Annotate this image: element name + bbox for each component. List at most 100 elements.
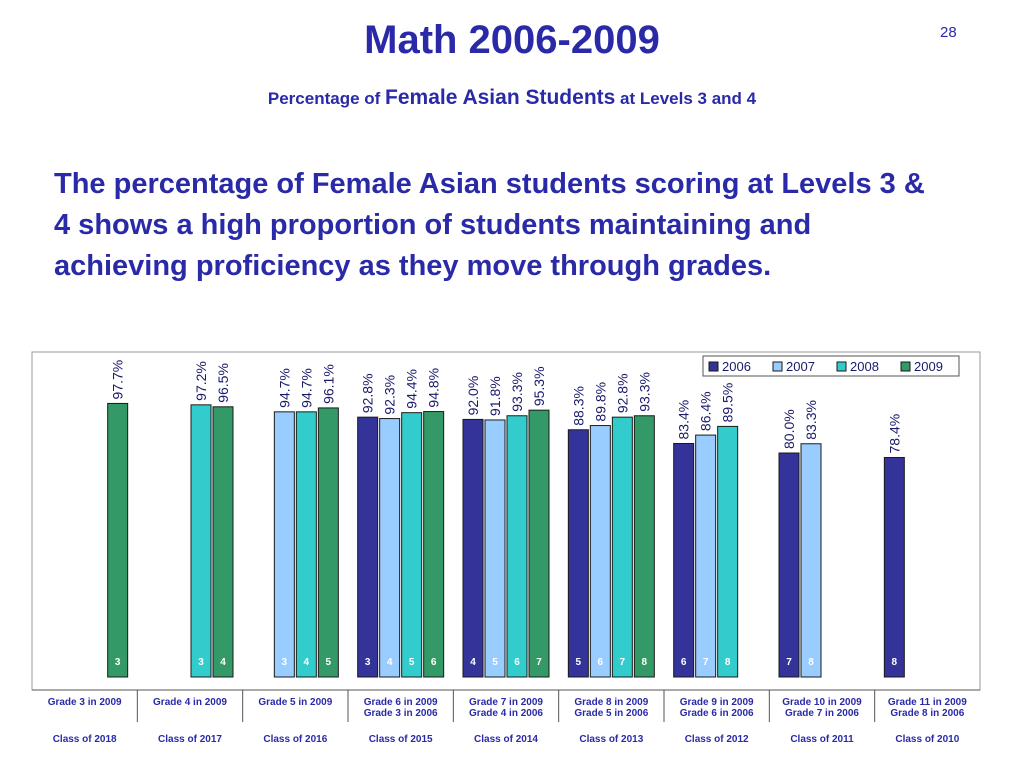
bar bbox=[611, 416, 633, 678]
bar-value-label: 83.4% bbox=[676, 400, 692, 440]
bar-grade-label: 8 bbox=[725, 657, 731, 668]
bar bbox=[567, 429, 589, 678]
slide-title: Math 2006-2009 bbox=[364, 18, 660, 62]
class-label: Class of 2012 bbox=[685, 734, 749, 745]
category-sublabel: Grade 6 in 2006 bbox=[680, 708, 754, 719]
bar-value-label: 89.8% bbox=[592, 382, 608, 422]
bar bbox=[695, 434, 717, 678]
category-label: Grade 4 in 2009 bbox=[153, 697, 227, 708]
class-label: Class of 2014 bbox=[474, 734, 538, 745]
subtitle-emphasis: Female Asian Students bbox=[385, 86, 616, 109]
bar-grade-label: 3 bbox=[365, 657, 371, 668]
bar-grade-label: 3 bbox=[198, 657, 204, 668]
bar bbox=[528, 409, 550, 678]
bar bbox=[717, 425, 739, 678]
subtitle-suffix: at Levels 3 and 4 bbox=[615, 89, 757, 108]
bar-value-label: 93.3% bbox=[509, 372, 525, 412]
category-label: Grade 6 in 2009 bbox=[364, 697, 438, 708]
bar-grade-label: 6 bbox=[514, 657, 520, 668]
category-label: Grade 3 in 2009 bbox=[48, 697, 122, 708]
class-label: Class of 2018 bbox=[53, 734, 117, 745]
category-label: Grade 8 in 2009 bbox=[574, 697, 648, 708]
category-sublabel: Grade 5 in 2006 bbox=[574, 708, 648, 719]
bar-grade-label: 6 bbox=[598, 657, 604, 668]
bar bbox=[295, 411, 317, 678]
category-sublabel: Grade 8 in 2006 bbox=[890, 708, 964, 719]
legend-label: 2008 bbox=[850, 359, 879, 374]
bar bbox=[589, 425, 611, 678]
bar-value-label: 93.3% bbox=[636, 372, 652, 412]
bar-value-label: 94.7% bbox=[276, 368, 292, 408]
bar bbox=[883, 456, 905, 678]
bar-value-label: 92.0% bbox=[465, 376, 481, 416]
bar-value-label: 97.7% bbox=[110, 360, 126, 400]
bar-grade-label: 5 bbox=[576, 657, 582, 668]
bar-grade-label: 4 bbox=[220, 657, 226, 668]
bar-grade-label: 7 bbox=[620, 657, 626, 668]
bar-value-label: 83.3% bbox=[803, 400, 819, 440]
subtitle-prefix: Percentage of bbox=[267, 89, 386, 108]
legend-box bbox=[702, 355, 960, 377]
bar-value-label: 92.8% bbox=[360, 373, 376, 413]
bar-grade-label: 7 bbox=[786, 657, 792, 668]
bar-grade-label: 6 bbox=[431, 657, 437, 668]
bar-grade-label: 4 bbox=[470, 657, 476, 668]
bar-grade-label: 6 bbox=[681, 657, 687, 668]
bar-value-label: 92.8% bbox=[614, 373, 630, 413]
bar-value-label: 94.4% bbox=[404, 369, 420, 409]
bar-grade-label: 7 bbox=[703, 657, 709, 668]
category-label: Grade 10 in 2009 bbox=[782, 697, 862, 708]
bar-grade-label: 3 bbox=[115, 657, 121, 668]
category-label: Grade 7 in 2009 bbox=[469, 697, 543, 708]
bar-value-label: 97.2% bbox=[193, 361, 209, 401]
summary-text: The percentage of Female Asian students … bbox=[54, 168, 925, 282]
bar-grade-label: 3 bbox=[282, 657, 288, 668]
bar-value-label: 92.3% bbox=[382, 375, 398, 415]
bar bbox=[484, 419, 506, 678]
bar bbox=[423, 411, 445, 678]
bar-grade-label: 5 bbox=[326, 657, 332, 668]
bar bbox=[778, 452, 800, 678]
class-label: Class of 2013 bbox=[579, 734, 643, 745]
bar-value-label: 88.3% bbox=[570, 386, 586, 426]
category-sublabel: Grade 4 in 2006 bbox=[469, 708, 543, 719]
class-label: Class of 2015 bbox=[369, 734, 433, 745]
bar-grade-label: 5 bbox=[492, 657, 498, 668]
bar bbox=[506, 415, 528, 678]
bar bbox=[401, 412, 423, 678]
bar bbox=[379, 418, 401, 678]
bar-grade-label: 4 bbox=[387, 657, 393, 668]
class-label: Class of 2016 bbox=[263, 734, 327, 745]
bar bbox=[317, 407, 339, 678]
bar bbox=[462, 418, 484, 678]
bar-value-label: 89.5% bbox=[720, 383, 736, 423]
class-label: Class of 2017 bbox=[158, 734, 222, 745]
bar-value-label: 91.8% bbox=[487, 376, 503, 416]
bar-value-label: 94.7% bbox=[298, 368, 314, 408]
bar-grade-label: 8 bbox=[808, 657, 814, 668]
bar bbox=[673, 442, 695, 678]
bar bbox=[633, 415, 655, 678]
bar-value-label: 96.5% bbox=[215, 363, 231, 403]
bar-grade-label: 4 bbox=[304, 657, 310, 668]
bar-value-label: 96.1% bbox=[320, 364, 336, 404]
bar bbox=[212, 406, 234, 678]
bar-grade-label: 8 bbox=[642, 657, 648, 668]
class-label: Class of 2010 bbox=[895, 734, 959, 745]
bar-value-label: 95.3% bbox=[531, 366, 547, 406]
bar-grade-label: 5 bbox=[409, 657, 415, 668]
bar bbox=[800, 443, 822, 678]
bar-value-label: 78.4% bbox=[886, 414, 902, 454]
legend-label: 2007 bbox=[786, 359, 815, 374]
bar bbox=[190, 404, 212, 678]
slide-subtitle: Percentage of Female Asian Students at L… bbox=[0, 86, 1024, 110]
category-label: Grade 11 in 2009 bbox=[888, 697, 967, 708]
category-sublabel: Grade 3 in 2006 bbox=[364, 708, 438, 719]
legend-swatch bbox=[772, 361, 783, 372]
bar-grade-label: 7 bbox=[536, 657, 542, 668]
bar-grade-label: 8 bbox=[892, 657, 898, 668]
class-label: Class of 2011 bbox=[790, 734, 854, 745]
legend-label: 2009 bbox=[914, 359, 943, 374]
bar bbox=[107, 402, 129, 678]
category-sublabel: Grade 7 in 2006 bbox=[785, 708, 859, 719]
